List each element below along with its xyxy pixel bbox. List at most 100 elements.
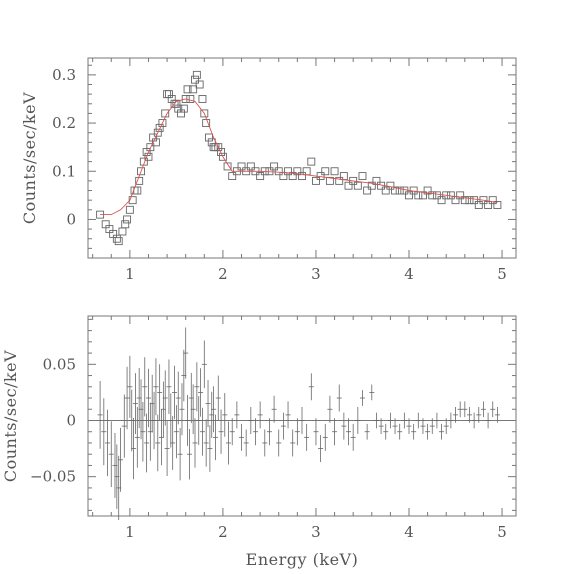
- data-point: [488, 196, 497, 205]
- residual-point: [211, 386, 217, 433]
- residual-point: [218, 409, 224, 454]
- residual-point: [290, 429, 296, 457]
- data-point: [284, 167, 292, 176]
- y-tick-label: 0.1: [52, 162, 76, 180]
- x-tick-label: 1: [125, 523, 135, 541]
- residual-point: [411, 423, 417, 440]
- residual-point: [201, 340, 207, 389]
- residual-point: [397, 423, 403, 440]
- residual-point: [420, 418, 426, 434]
- residual-point: [415, 412, 421, 429]
- residual-point: [166, 359, 172, 415]
- residual-point: [131, 417, 137, 480]
- residual-point: [179, 383, 185, 436]
- residual-point: [185, 395, 191, 446]
- residual-point: [276, 429, 282, 457]
- data-point: [460, 196, 469, 205]
- data-point: [344, 181, 353, 190]
- residual-point: [151, 391, 157, 450]
- data-point: [198, 95, 207, 103]
- residual-point: [406, 418, 412, 434]
- data-point: [191, 75, 199, 84]
- residual-point: [257, 401, 263, 429]
- residual-point: [243, 429, 249, 457]
- y-axis-label: Counts/sec/keV: [20, 92, 39, 224]
- residual-point: [443, 418, 449, 434]
- data-point: [114, 237, 123, 246]
- residual-point: [140, 401, 146, 462]
- residual-point: [336, 384, 342, 412]
- data-point: [428, 191, 437, 200]
- data-point: [330, 167, 339, 176]
- data-point: [367, 181, 376, 190]
- residual-point: [155, 414, 161, 472]
- residual-point: [186, 428, 192, 480]
- data-point: [456, 191, 465, 200]
- x-tick-label: 2: [218, 265, 228, 283]
- residual-point: [212, 414, 218, 461]
- bottom-panel: 1 2 3 4 5 −0.05 0 0.05 Counts/sec/keV Energy (keV…: [1, 315, 517, 569]
- data-point: [339, 172, 348, 181]
- residual-point: [170, 416, 176, 470]
- residual-point: [476, 407, 482, 423]
- residual-point: [448, 412, 454, 429]
- residual-point: [373, 412, 379, 429]
- y-axis-label: Counts/sec/keV: [1, 350, 20, 482]
- residual-point: [262, 429, 268, 457]
- residual-point: [239, 423, 245, 451]
- data-point: [195, 80, 204, 89]
- data-point: [302, 167, 311, 176]
- residual-point: [153, 358, 159, 416]
- residual-point: [401, 412, 407, 429]
- residual-point: [378, 418, 384, 434]
- residual-point: [494, 407, 500, 423]
- data-point: [312, 176, 320, 185]
- data-point: [179, 104, 188, 113]
- residual-point: [225, 421, 231, 465]
- residual-point: [322, 423, 328, 451]
- data-point: [128, 196, 137, 205]
- data-point: [149, 133, 158, 142]
- data-point: [112, 234, 121, 243]
- residual-point: [359, 390, 365, 406]
- residual-point: [271, 395, 277, 423]
- residual-point: [142, 357, 148, 417]
- residual-point: [205, 380, 211, 428]
- residual-point: [453, 407, 459, 423]
- residual-point: [173, 405, 179, 459]
- residual-point: [280, 412, 286, 440]
- data-point: [205, 133, 213, 142]
- data-point: [256, 172, 265, 181]
- residual-point: [490, 401, 496, 418]
- residual-point: [294, 418, 300, 446]
- residual-point: [215, 375, 221, 421]
- data-point: [174, 104, 183, 113]
- data-point: [400, 186, 409, 195]
- residual-point: [175, 371, 181, 425]
- data-point: [293, 167, 302, 176]
- residual-point: [327, 395, 333, 423]
- plot-frame: [87, 57, 517, 259]
- residual-point: [124, 366, 130, 430]
- data-point: [167, 95, 176, 103]
- data-point: [200, 109, 209, 118]
- data-point: [321, 167, 330, 176]
- residual-point: [97, 380, 103, 449]
- data-point: [432, 191, 441, 200]
- residual-point: [252, 418, 258, 446]
- residual-point: [192, 418, 198, 468]
- residual-point: [369, 384, 375, 401]
- residual-point: [387, 412, 393, 429]
- top-panel: 1 2 3 4 5 0 0.1 0.2 0.3 Counts/sec/keV: [20, 57, 517, 283]
- data-point: [279, 172, 288, 181]
- data-point: [125, 205, 134, 214]
- residual-point: [183, 327, 189, 379]
- data-point: [177, 109, 185, 118]
- data-point: [493, 201, 502, 209]
- data-point: [181, 95, 190, 103]
- x-tick-label: 4: [404, 523, 414, 541]
- residual-point: [355, 407, 361, 434]
- data-point: [121, 220, 130, 229]
- residual-point: [350, 423, 356, 451]
- data-point: [437, 196, 446, 205]
